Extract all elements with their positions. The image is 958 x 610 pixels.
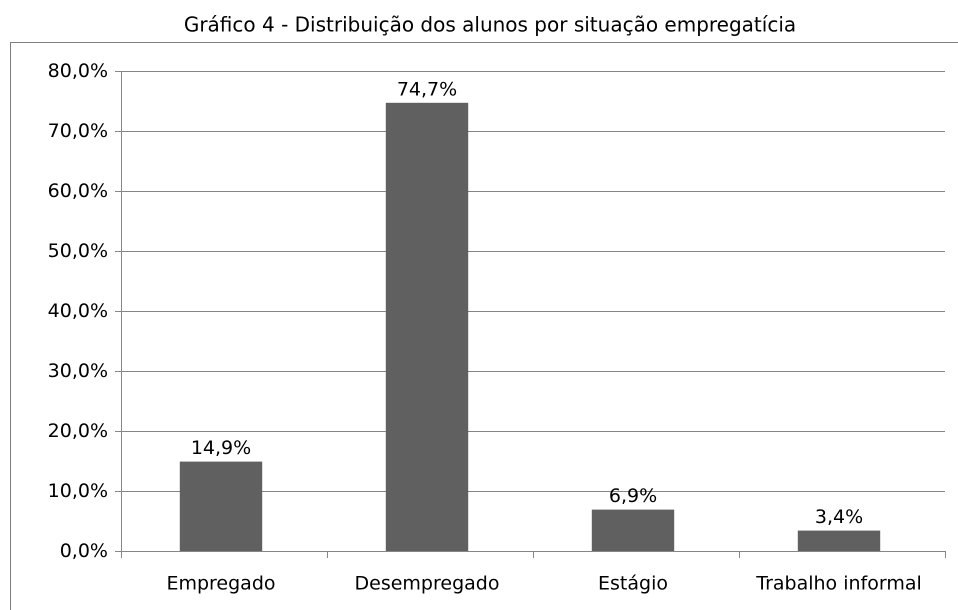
x-tick-label: Desempregado — [355, 573, 500, 595]
y-tick-label: 60,0% — [48, 180, 108, 202]
bar — [591, 509, 675, 551]
y-tick-label: 20,0% — [48, 420, 108, 442]
y-tick-label: 50,0% — [48, 240, 108, 262]
x-tick-label: Empregado — [166, 573, 275, 595]
bar — [179, 461, 263, 551]
y-tick-label: 40,0% — [48, 300, 108, 322]
data-label: 74,7% — [397, 78, 457, 100]
y-tick-label: 0,0% — [60, 540, 108, 562]
bar — [385, 102, 469, 552]
chart-frame — [10, 42, 958, 610]
data-label: 6,9% — [609, 485, 657, 507]
bar — [797, 530, 881, 551]
chart-title: Gráfico 4 - Distribuição dos alunos por … — [184, 13, 796, 37]
y-tick-label: 10,0% — [48, 480, 108, 502]
x-tick-label: Estágio — [598, 573, 668, 595]
x-tick-label: Trabalho informal — [755, 573, 922, 595]
y-tick-label: 30,0% — [48, 360, 108, 382]
data-label: 14,9% — [191, 437, 251, 459]
data-label: 3,4% — [815, 506, 863, 528]
y-tick-label: 70,0% — [48, 120, 108, 142]
y-tick-label: 80,0% — [48, 60, 108, 82]
